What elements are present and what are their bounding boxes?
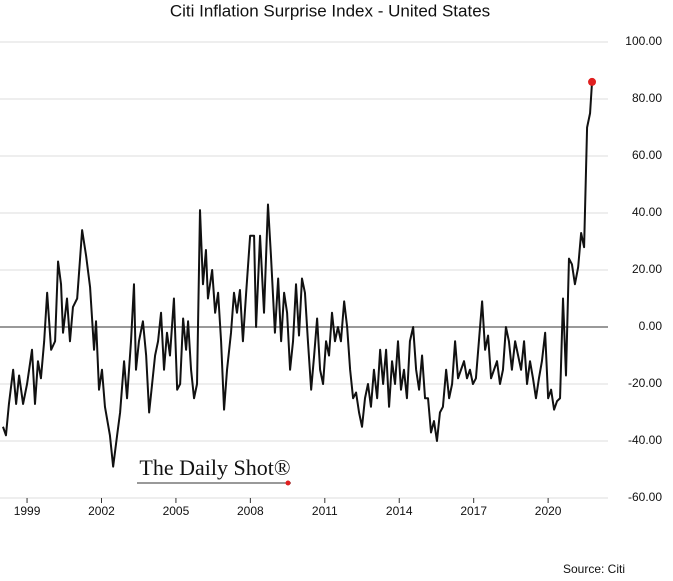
x-tick-label: 1999 <box>14 504 41 518</box>
series-line <box>2 81 594 468</box>
x-tick-label: 2020 <box>535 504 562 518</box>
x-tick-label: 2008 <box>237 504 264 518</box>
y-tick-label: 60.00 <box>632 148 662 162</box>
y-tick-label: 0.00 <box>639 319 663 333</box>
x-tick-label: 2017 <box>460 504 487 518</box>
last-point <box>588 77 597 86</box>
watermark: The Daily Shot® <box>139 455 290 480</box>
x-tick-label: 2002 <box>88 504 115 518</box>
y-tick-label: -20.00 <box>628 376 662 390</box>
source: Source: Citi <box>563 562 625 576</box>
y-tick-label: -40.00 <box>628 433 662 447</box>
y-tick-label: 40.00 <box>632 205 662 219</box>
x-tick-label: 2011 <box>312 504 338 518</box>
y-tick-label: 100.00 <box>625 34 662 48</box>
chart-title: Citi Inflation Surprise Index - United S… <box>170 1 490 20</box>
x-tick-label: 2014 <box>386 504 413 518</box>
y-tick-label: 20.00 <box>632 262 662 276</box>
y-tick-label: -60.00 <box>628 490 662 504</box>
y-tick-label: 80.00 <box>632 91 662 105</box>
x-tick-label: 2005 <box>163 504 190 518</box>
watermark-dot <box>285 480 291 486</box>
